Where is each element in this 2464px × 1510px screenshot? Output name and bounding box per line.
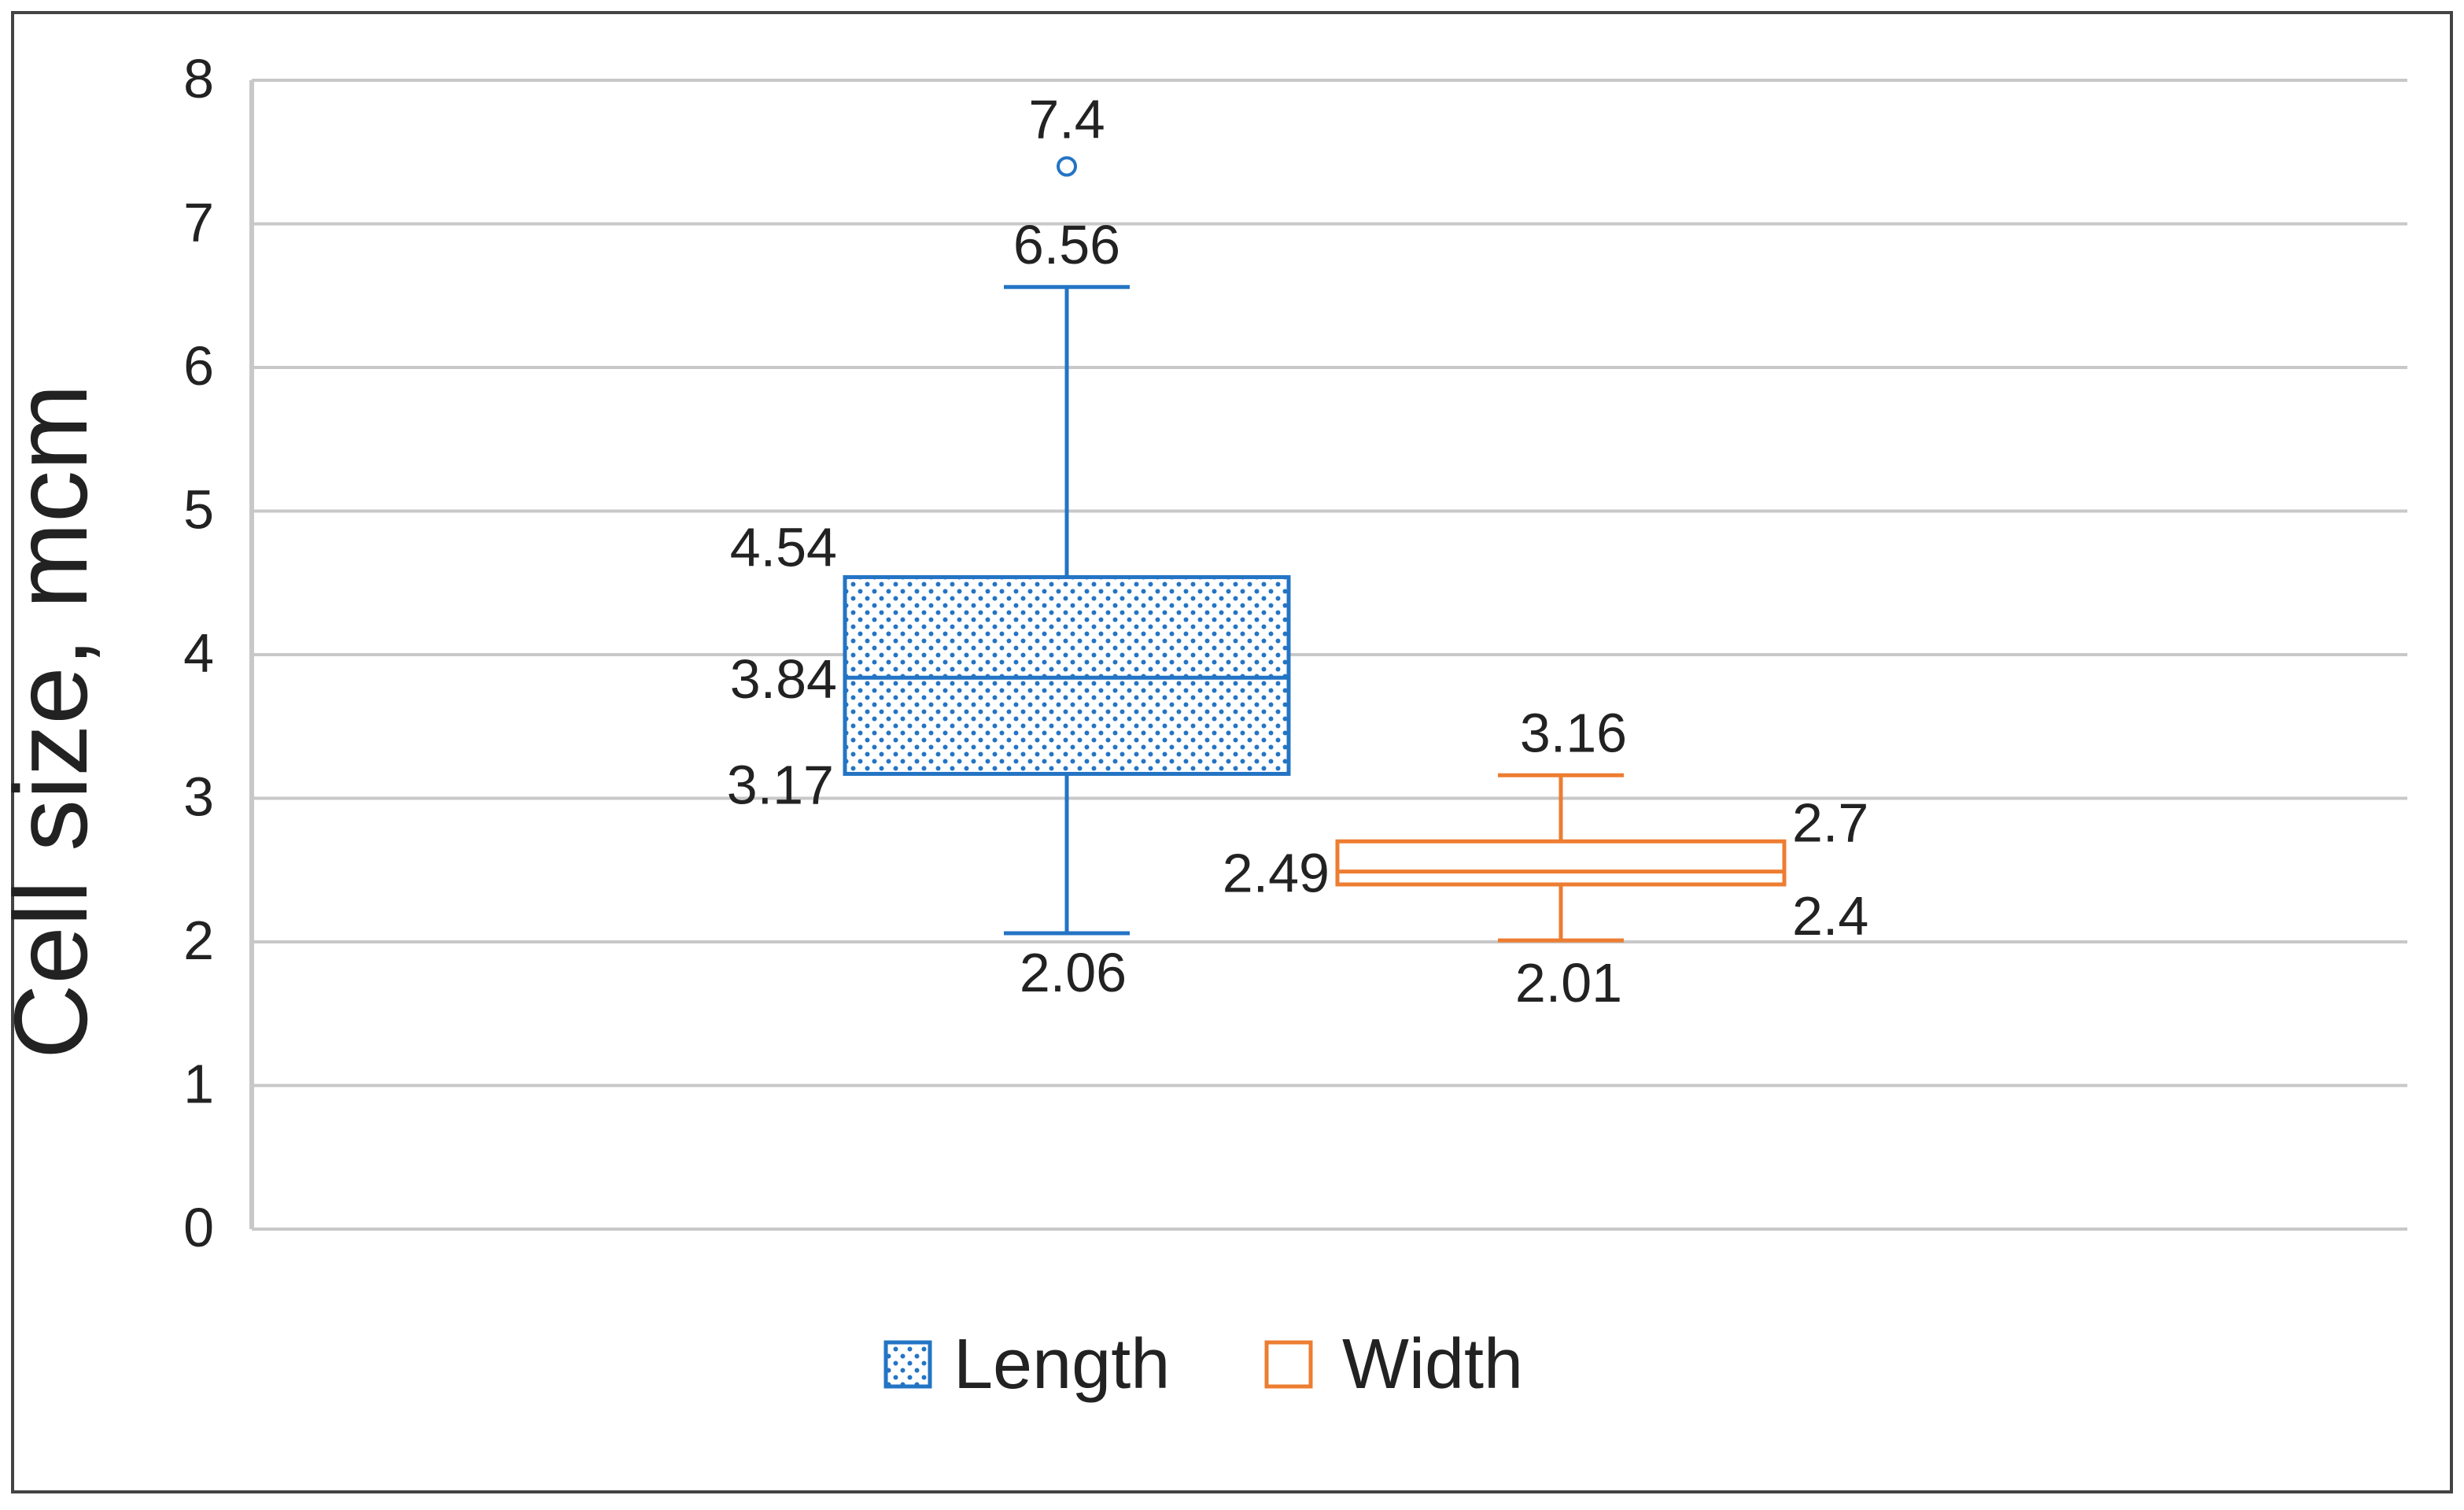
data-label-whisker-low: 2.01 <box>1515 952 1622 1013</box>
legend-item-width: Width <box>1264 1325 1523 1404</box>
data-label-q3: 2.7 <box>1792 792 1868 853</box>
y-tick-label: 0 <box>183 1197 214 1258</box>
y-axis-label: Cell size, mcm <box>0 384 109 1059</box>
legend-label: Width <box>1342 1325 1523 1404</box>
data-label-median: 3.84 <box>730 648 837 710</box>
data-label-median: 2.49 <box>1223 843 1330 904</box>
data-label-whisker-low: 2.06 <box>1020 942 1127 1003</box>
data-label-outlier: 7.4 <box>1028 89 1105 150</box>
y-tick-label: 7 <box>183 192 214 253</box>
legend-swatch <box>1264 1340 1313 1389</box>
legend-item-length: Length <box>883 1325 1170 1404</box>
series-length: 6.56 4.54 3.84 3.17 2.06 7.4 <box>727 89 1291 1003</box>
outlier-point <box>1057 156 1077 177</box>
data-label-q3: 4.54 <box>730 516 837 578</box>
iqr-box <box>1335 839 1787 887</box>
y-tick-label: 2 <box>183 910 214 971</box>
y-tick-label: 1 <box>183 1054 214 1115</box>
y-tick-label: 3 <box>183 766 214 828</box>
legend-swatch <box>883 1340 932 1389</box>
iqr-box <box>843 574 1291 776</box>
y-tick-label: 8 <box>183 48 214 109</box>
series-width: 3.16 2.7 2.49 2.4 2.01 <box>1223 702 1869 1013</box>
y-tick-label: 5 <box>183 479 214 541</box>
y-tick-label: 6 <box>183 335 214 397</box>
data-label-q1: 3.17 <box>727 754 834 815</box>
y-tick-label: 4 <box>183 622 214 684</box>
data-label-q1: 2.4 <box>1792 885 1868 947</box>
legend-label: Length <box>954 1325 1170 1404</box>
data-label-whisker-high: 6.56 <box>1013 214 1120 275</box>
data-label-whisker-high: 3.16 <box>1520 702 1627 763</box>
